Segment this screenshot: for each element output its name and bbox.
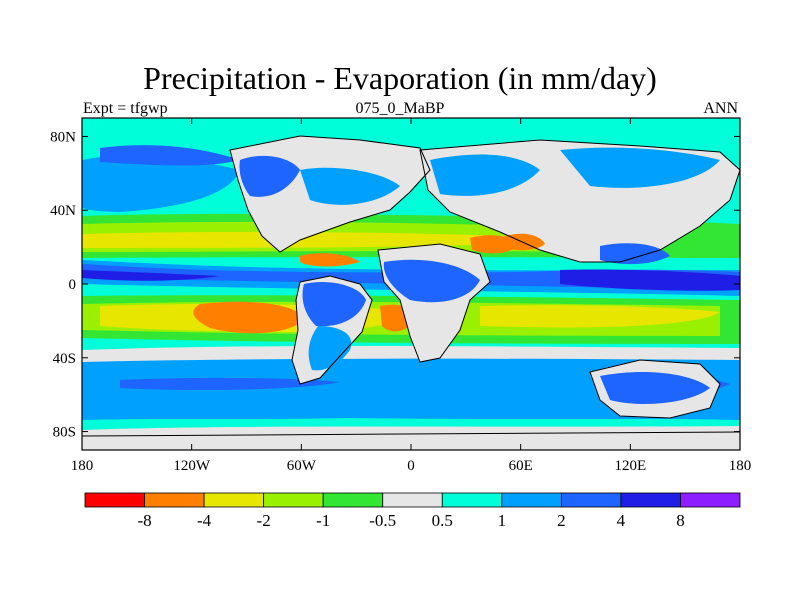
y-tick-label-0: 80N <box>50 129 76 145</box>
x-tick-label-5: 120E <box>614 458 646 474</box>
experiment-label: Expt = tfgwp <box>83 100 168 117</box>
south-subtropical-yellow-east <box>480 305 720 328</box>
southern-storm-core <box>120 377 340 390</box>
colorbar-swatch-2 <box>203 492 265 508</box>
pe-contour-field <box>82 118 740 450</box>
southern-subtropical-neutral <box>82 346 740 362</box>
colorbar-label-5: 0.5 <box>432 511 453 530</box>
x-tick-label-2: 60W <box>287 458 317 474</box>
colorbar-swatch-7 <box>501 492 562 508</box>
colorbar-swatch-5 <box>382 492 443 508</box>
season-label: ANN <box>703 100 738 117</box>
y-tick-label-2: 0 <box>69 277 77 293</box>
northern-storm-core <box>100 145 240 166</box>
colorbar-swatch-3 <box>263 492 324 508</box>
colorbar-swatch-4 <box>322 492 384 508</box>
colorbar-swatch-1 <box>144 492 205 508</box>
colorbar-label-9: 8 <box>676 511 685 530</box>
land-north-america-wet <box>239 155 300 197</box>
land-south-america-wet <box>302 281 366 327</box>
time-slice-label: 075_0_MaBP <box>355 100 445 117</box>
colorbar-label-1: -4 <box>197 511 212 530</box>
colorbar-label-3: -1 <box>316 511 330 530</box>
colorbar-label-4: -0.5 <box>369 511 396 530</box>
southern-storm-band <box>82 352 740 420</box>
land-antarctica <box>82 432 740 450</box>
colorbar-label-8: 4 <box>617 511 626 530</box>
x-tick-label-6: 180 <box>729 458 752 474</box>
colorbar-label-6: 1 <box>498 511 507 530</box>
north-evaporation-orange <box>300 253 360 267</box>
colorbar-swatch-9 <box>620 492 681 508</box>
y-tick-label-4: 80S <box>53 425 76 441</box>
northern-storm-band <box>82 155 240 212</box>
colorbar-swatch-0 <box>84 492 145 508</box>
land-eurasia-wet <box>430 154 540 196</box>
itcz-peak-east <box>560 269 740 291</box>
itcz-peak-west <box>82 270 220 281</box>
colorbar-swatch-6 <box>441 492 503 508</box>
x-tick-label-1: 120W <box>173 458 211 474</box>
colorbar-swatch-10 <box>680 492 741 508</box>
land-east-asia-wet <box>600 243 670 265</box>
colorbar-label-0: -8 <box>137 511 151 530</box>
x-tick-label-4: 60E <box>509 458 533 474</box>
land-africa-wet <box>383 259 480 303</box>
land-south-america-blue <box>308 326 352 371</box>
land-siberia-wet <box>560 147 720 188</box>
colorbar-label-7: 2 <box>557 511 566 530</box>
coastlines <box>82 135 740 437</box>
colorbar-swatch-8 <box>560 492 622 508</box>
land-greenland-wet <box>300 167 400 205</box>
colorbar-label-2: -2 <box>257 511 271 530</box>
y-tick-label-1: 40N <box>50 203 76 219</box>
x-tick-label-3: 0 <box>407 458 415 474</box>
south-evaporation-orange <box>193 301 305 334</box>
y-tick-label-3: 40S <box>53 351 76 367</box>
x-tick-label-0: 180 <box>71 458 94 474</box>
land-australia-wet <box>600 372 710 404</box>
map-title: Precipitation - Evaporation (in mm/day) <box>143 60 657 96</box>
